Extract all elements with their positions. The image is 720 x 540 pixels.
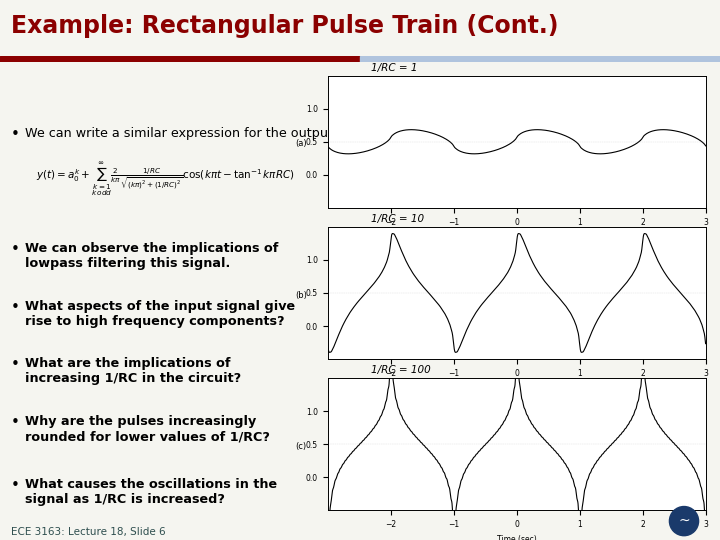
Text: 1/RC = 10: 1/RC = 10	[371, 214, 424, 224]
Bar	[360, 56, 720, 62]
Text: •: •	[11, 357, 19, 373]
Text: •: •	[11, 477, 19, 492]
Text: ~: ~	[678, 514, 690, 528]
Text: Example: Rectangular Pulse Train (Cont.): Example: Rectangular Pulse Train (Cont.)	[11, 14, 558, 37]
Y-axis label: (a): (a)	[295, 139, 307, 148]
Bar	[0, 56, 360, 62]
Text: ECE 3163: Lecture 18, Slide 6: ECE 3163: Lecture 18, Slide 6	[11, 527, 166, 537]
Text: We can observe the implications of
lowpass filtering this signal.: We can observe the implications of lowpa…	[25, 242, 279, 270]
Text: •: •	[11, 242, 19, 257]
Text: We can write a similar expression for the output:: We can write a similar expression for th…	[25, 127, 338, 140]
Text: •: •	[11, 415, 19, 430]
Circle shape	[670, 507, 698, 536]
Text: What causes the oscillations in the
signal as 1/RC is increased?: What causes the oscillations in the sign…	[25, 477, 277, 505]
Text: •: •	[11, 300, 19, 315]
X-axis label: Time (sec): Time (sec)	[497, 232, 536, 241]
Text: 1/RC = 100: 1/RC = 100	[371, 365, 431, 375]
X-axis label: Time (sec): Time (sec)	[497, 383, 536, 393]
Y-axis label: (b): (b)	[295, 291, 307, 300]
Text: •: •	[11, 127, 19, 141]
Text: Why are the pulses increasingly
rounded for lower values of 1/RC?: Why are the pulses increasingly rounded …	[25, 415, 270, 443]
X-axis label: Time (sec): Time (sec)	[497, 535, 536, 540]
Text: What aspects of the input signal give
rise to high frequency components?: What aspects of the input signal give ri…	[25, 300, 295, 328]
Text: $y(t) = a_0^k + \sum_{\substack{k=1 \\ k\,odd}}^{\infty}\frac{2}{k\pi} \frac{1/R: $y(t) = a_0^k + \sum_{\substack{k=1 \\ k…	[36, 160, 294, 198]
Text: 1/RC = 1: 1/RC = 1	[371, 63, 418, 73]
Text: What are the implications of
increasing 1/RC in the circuit?: What are the implications of increasing …	[25, 357, 241, 386]
Y-axis label: (c): (c)	[296, 442, 307, 451]
